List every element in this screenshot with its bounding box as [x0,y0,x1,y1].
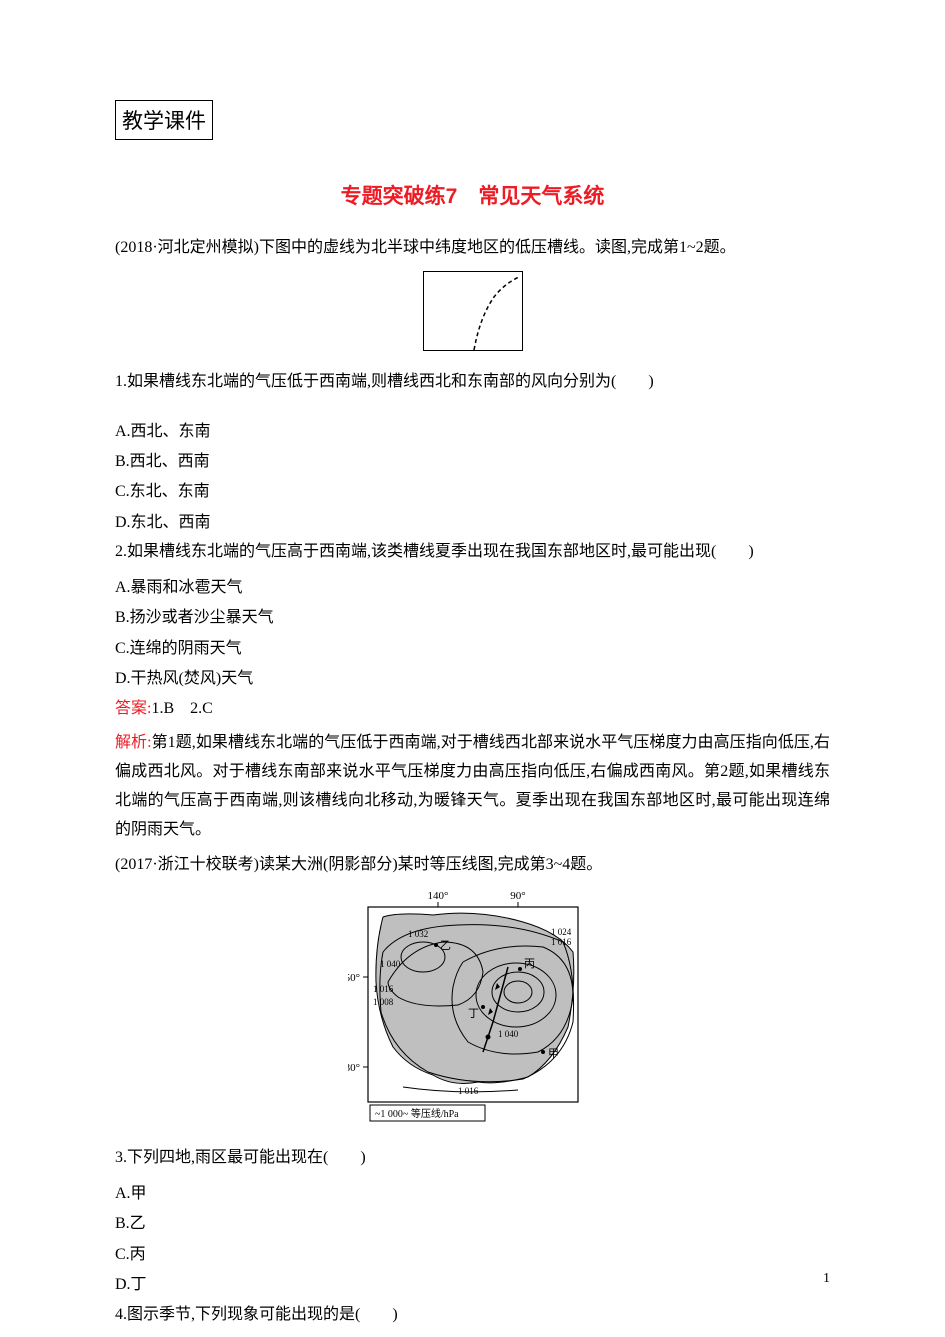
trough-svg [424,272,523,351]
val-1008: 1 008 [373,997,394,1007]
point-jia: 甲 [548,1048,559,1060]
map-svg: 140° 90° 50° 30° [348,887,598,1127]
val-1040b: 1 040 [498,1029,519,1039]
q2-option-b: B.扬沙或者沙尘暴天气 [115,603,830,633]
point-yi: 乙 [440,939,451,952]
val-1040a: 1 040 [380,959,401,969]
front-semicircle-1 [485,1035,490,1040]
lon-label-1: 140° [427,890,448,902]
header-text: 教学课件 [122,109,206,133]
analysis-label: 解析: [115,734,152,751]
legend-text: ~1 000~ 等压线/hPa [375,1107,459,1120]
continent-shape [375,913,573,1083]
q3-option-c: C.丙 [115,1240,830,1270]
point-bing-dot [518,967,522,971]
point-yi-dot [434,943,438,947]
isobar-map: 140° 90° 50° 30° [348,887,598,1127]
spacer [115,403,830,417]
point-jia-dot [541,1050,545,1054]
figure-1-container [115,271,830,356]
page-number: 1 [823,1271,830,1287]
figure-2-container: 140° 90° 50° 30° [115,887,830,1132]
q3-stem: 3.下列四地,雨区最可能出现在( ) [115,1144,830,1173]
q1-option-b: B.西北、西南 [115,447,830,477]
lat-label-2: 30° [348,1062,360,1074]
q1-option-c: C.东北、东南 [115,477,830,507]
answer-text: 1.B 2.C [151,700,212,717]
q2-option-a: A.暴雨和冰雹天气 [115,573,830,603]
point-bing: 丙 [524,958,535,970]
trough-line-figure [423,271,523,351]
point-ding: 丁 [468,1008,479,1020]
q2-option-c: C.连绵的阴雨天气 [115,634,830,664]
point-ding-dot [481,1005,485,1009]
val-1016b: 1 016 [373,984,394,994]
analysis-text: 第1题,如果槽线东北端的气压低于西南端,对于槽线西北部来说水平气压梯度力由高压指… [115,734,830,837]
val-1024: 1 024 [551,927,572,937]
teaching-courseware-box: 教学课件 [115,100,213,140]
lat-label-1: 50° [348,972,360,984]
val-1032: 1 032 [408,929,428,939]
q1-option-a: A.西北、东南 [115,417,830,447]
val-1016a: 1 016 [551,937,572,947]
q1-stem: 1.如果槽线东北端的气压低于西南端,则槽线西北和东南部的风向分别为( ) [115,368,830,397]
dashed-curve [474,277,519,350]
q3-option-b: B.乙 [115,1209,830,1239]
q1-option-d: D.东北、西南 [115,508,830,538]
analysis-block: 解析:第1题,如果槽线东北端的气压低于西南端,对于槽线西北部来说水平气压梯度力由… [115,729,830,844]
intro-1: (2018·河北定州模拟)下图中的虚线为北半球中纬度地区的低压槽线。读图,完成第… [115,234,830,263]
lon-label-2: 90° [510,890,525,902]
answer-line: 答案:1.B 2.C [115,695,830,724]
q4-stem: 4.图示季节,下列现象可能出现的是( ) [115,1301,830,1330]
page-title: 专题突破练7 常见天气系统 [115,180,830,210]
q2-stem: 2.如果槽线东北端的气压高于西南端,该类槽线夏季出现在我国东部地区时,最可能出现… [115,538,830,567]
q3-option-a: A.甲 [115,1179,830,1209]
q3-option-d: D.丁 [115,1270,830,1300]
answer-label: 答案: [115,700,151,717]
val-1016c: 1 016 [458,1086,479,1096]
intro-2: (2017·浙江十校联考)读某大洲(阴影部分)某时等压线图,完成第3~4题。 [115,851,830,880]
q2-option-d: D.干热风(焚风)天气 [115,664,830,694]
